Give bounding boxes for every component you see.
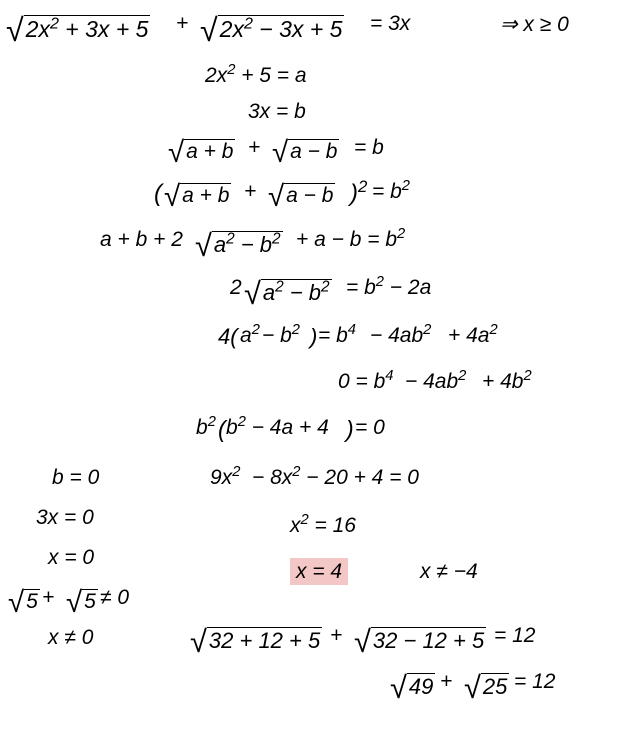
- math-expr-l16-1: +: [440, 670, 452, 694]
- math-expr-l13a-0: x = 0: [48, 546, 94, 570]
- math-expr-l8-2: − b2: [262, 324, 300, 348]
- math-expr-l11a-0: b = 0: [52, 466, 99, 490]
- math-expr-l8-1: a2: [240, 324, 260, 348]
- math-expr-l5-2: +: [244, 180, 256, 204]
- math-expr-l14a-2: √5: [66, 586, 98, 620]
- math-expr-l15b-3: = 12: [494, 624, 535, 648]
- math-expr-l9-1: − 4ab2: [405, 370, 466, 394]
- math-expr-l4-3: = b: [354, 136, 384, 160]
- math-expr-l4-1: +: [248, 136, 260, 160]
- math-expr-l9-0: 0 = b4: [338, 370, 393, 394]
- math-expr-l12b-0: x2 = 16: [290, 514, 356, 538]
- math-expr-l6-2: + a − b = b2: [296, 228, 405, 252]
- math-expr-l5-1: √a + b: [164, 180, 231, 214]
- math-expr-l16-0: √49: [390, 670, 435, 706]
- math-expr-l7-2: = b2 − 2a: [346, 276, 431, 300]
- math-expr-l8-6: + 4a2: [448, 324, 498, 348]
- math-expr-l10-0: b2: [196, 416, 216, 440]
- math-expr-l14a-1: +: [42, 586, 54, 610]
- math-expr-l8-3: ): [310, 324, 317, 350]
- math-expr-l14a-3: ≠ 0: [100, 586, 129, 610]
- math-expr-l8-0: 4(: [218, 324, 238, 350]
- math-expr-l16-2: √25: [464, 670, 509, 706]
- math-expr-l5-5: = b2: [372, 180, 410, 204]
- math-expr-l1-2: √2x2 − 3x + 5: [200, 12, 344, 49]
- math-expr-l10-1: (: [218, 416, 226, 443]
- math-expr-l1-4: ⇒ x ≥ 0: [500, 12, 569, 37]
- math-expr-l7-0: 2: [230, 276, 242, 300]
- math-expr-l1-1: +: [176, 12, 188, 36]
- math-expr-l13b-1: x ≠ −4: [420, 560, 478, 584]
- math-expr-l1-3: = 3x: [370, 12, 410, 36]
- math-expr-l1-0: √2x2 + 3x + 5: [6, 12, 150, 49]
- math-expr-l9-2: + 4b2: [482, 370, 532, 394]
- math-expr-l10-2: b2 − 4a + 4: [226, 416, 329, 440]
- math-expr-l11b-0: 9x2: [210, 466, 240, 490]
- math-expr-l10-3: ): [346, 416, 354, 443]
- math-expr-l11b-1: − 8x2 − 20 + 4 = 0: [252, 466, 419, 490]
- math-expr-l13b-0: x = 4: [290, 560, 348, 584]
- math-expr-l5-3: √a − b: [268, 180, 335, 214]
- math-expr-l12a-0: 3x = 0: [36, 506, 94, 530]
- math-expr-l5-4: )2: [350, 180, 367, 208]
- math-expr-l3-0: 3x = b: [248, 100, 306, 124]
- math-expr-l7-1: √a2 − b2: [244, 276, 332, 312]
- math-expr-l14a-0: √5: [8, 586, 40, 620]
- math-expr-l4-2: √a − b: [272, 136, 339, 170]
- math-expr-l6-0: a + b + 2: [100, 228, 183, 252]
- math-expr-l8-5: − 4ab2: [370, 324, 431, 348]
- math-expr-l2-0: 2x2 + 5 = a: [205, 64, 307, 88]
- math-expr-l4-0: √a + b: [168, 136, 235, 170]
- math-expr-l15b-0: √32 + 12 + 5: [190, 624, 322, 660]
- math-expr-l16-3: = 12: [514, 670, 555, 694]
- math-expr-l5-0: (: [154, 180, 162, 208]
- math-expr-l6-1: √a2 − b2: [195, 228, 283, 264]
- math-expr-l15b-2: √32 − 12 + 5: [354, 624, 486, 660]
- math-expr-l10-4: = 0: [355, 416, 385, 440]
- math-expr-l15a-0: x ≠ 0: [48, 626, 93, 650]
- math-expr-l8-4: = b4: [318, 324, 356, 348]
- math-expr-l15b-1: +: [330, 624, 342, 648]
